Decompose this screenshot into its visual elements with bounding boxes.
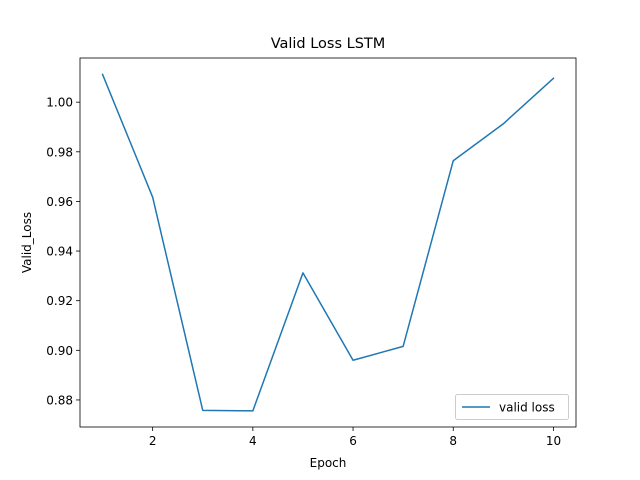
chart-title: Valid Loss LSTM <box>271 36 386 52</box>
legend: valid loss <box>455 394 569 420</box>
x-tick-label: 2 <box>149 434 157 448</box>
y-tick-label: 1.00 <box>46 96 73 110</box>
x-axis-title: Epoch <box>310 456 347 470</box>
y-tick-label: 0.92 <box>46 294 73 308</box>
y-tick-label: 0.88 <box>46 393 73 407</box>
y-tick-label: 0.98 <box>46 145 73 159</box>
y-axis: 0.88 0.90 0.92 0.94 0.96 0.98 1.00 <box>46 96 80 407</box>
y-tick-label: 0.96 <box>46 195 73 209</box>
x-tick-label: 10 <box>546 434 561 448</box>
legend-label: valid loss <box>499 401 555 415</box>
series-line-valid-loss <box>101 73 555 412</box>
y-axis-title: Valid_Loss <box>20 212 34 273</box>
y-tick-label: 0.94 <box>46 245 73 259</box>
x-tick-label: 8 <box>449 434 457 448</box>
y-tick-label: 0.90 <box>46 344 73 358</box>
legend-box <box>455 394 569 420</box>
x-tick-label: 6 <box>349 434 357 448</box>
x-tick-label: 4 <box>249 434 257 448</box>
x-axis: 2 4 6 8 10 <box>149 427 561 448</box>
axes-frame <box>79 57 577 428</box>
plot-area <box>101 73 555 412</box>
